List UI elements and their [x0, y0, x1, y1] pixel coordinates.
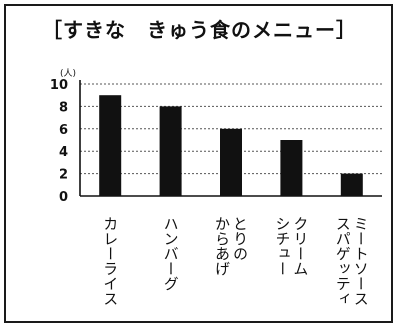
y-tick-label: 4 [59, 145, 68, 160]
y-tick-label: 0 [59, 190, 68, 205]
x-category-label: スパゲッティ [334, 216, 352, 306]
y-tick-label: 6 [59, 123, 68, 138]
bar [340, 173, 363, 196]
chart-title: ［すきな きゅう食のメニュー］ [42, 18, 357, 42]
y-unit-label: (人) [60, 68, 76, 79]
x-category-label: からあげ [213, 216, 231, 276]
y-tick-label: 2 [59, 168, 68, 183]
bar [159, 106, 182, 196]
y-tick-label: 8 [59, 100, 68, 115]
bar [220, 128, 242, 196]
x-category-label: とりの [231, 216, 249, 261]
x-category-label: カレーライス [101, 216, 119, 306]
x-category-label: ハンバーグ [162, 216, 180, 291]
x-category-label: ミートソース [352, 216, 370, 306]
y-tick-label: 10 [50, 78, 68, 93]
x-category-label: シチュー [273, 216, 291, 276]
chart-frame [4, 4, 393, 323]
x-category-label: クリーム [291, 216, 309, 276]
bar [280, 140, 303, 196]
bar [99, 95, 122, 196]
